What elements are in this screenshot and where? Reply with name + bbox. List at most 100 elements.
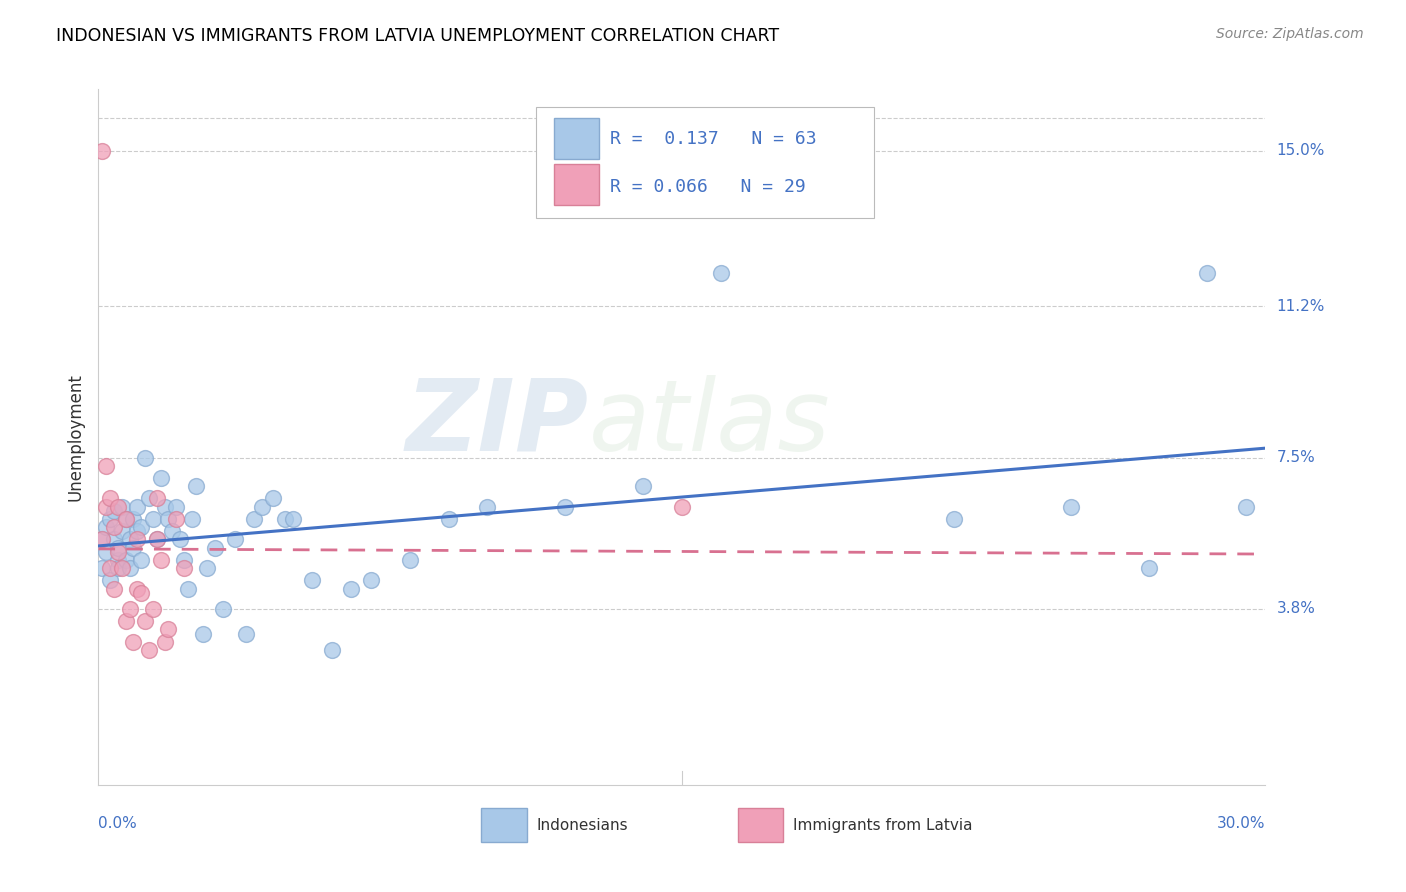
Point	[138, 491, 160, 506]
Point	[127, 582, 149, 596]
Point	[477, 500, 499, 514]
Point	[142, 512, 165, 526]
Point	[107, 500, 129, 514]
FancyBboxPatch shape	[738, 808, 783, 842]
Point	[710, 266, 733, 280]
Text: R =  0.137   N = 63: R = 0.137 N = 63	[610, 130, 815, 148]
Point	[114, 512, 136, 526]
Point	[129, 553, 152, 567]
Point	[180, 512, 202, 526]
Point	[134, 450, 156, 465]
Point	[98, 491, 121, 506]
Point	[114, 512, 136, 526]
Text: atlas: atlas	[589, 375, 830, 472]
Point	[134, 614, 156, 628]
Point	[146, 533, 169, 547]
Text: 30.0%: 30.0%	[1218, 815, 1265, 830]
Point	[111, 561, 134, 575]
Point	[122, 512, 145, 526]
Point	[129, 585, 152, 599]
Point	[96, 544, 118, 558]
Point	[301, 574, 323, 588]
Point	[554, 500, 576, 514]
Text: 3.8%: 3.8%	[1277, 601, 1316, 616]
Point	[91, 561, 114, 575]
Point	[111, 524, 134, 539]
FancyBboxPatch shape	[536, 106, 875, 218]
Point	[235, 626, 257, 640]
Point	[107, 561, 129, 575]
Point	[103, 533, 125, 547]
Point	[107, 544, 129, 558]
Point	[1137, 561, 1160, 575]
Point	[98, 512, 121, 526]
Point	[398, 553, 420, 567]
FancyBboxPatch shape	[554, 118, 599, 159]
Point	[321, 643, 343, 657]
Point	[127, 524, 149, 539]
Point	[169, 533, 191, 547]
Point	[184, 479, 207, 493]
Point	[98, 574, 121, 588]
Point	[96, 520, 118, 534]
Point	[118, 533, 141, 547]
Point	[177, 582, 200, 596]
Point	[149, 553, 172, 567]
Point	[149, 471, 172, 485]
Text: 0.0%: 0.0%	[98, 815, 138, 830]
Point	[243, 512, 266, 526]
Text: Immigrants from Latvia: Immigrants from Latvia	[793, 818, 973, 833]
Point	[340, 582, 363, 596]
Point	[173, 553, 195, 567]
Y-axis label: Unemployment: Unemployment	[66, 373, 84, 501]
Point	[91, 533, 114, 547]
Text: R = 0.066   N = 29: R = 0.066 N = 29	[610, 178, 806, 195]
Point	[274, 512, 297, 526]
Point	[250, 500, 273, 514]
Text: Indonesians: Indonesians	[536, 818, 627, 833]
Point	[671, 500, 693, 514]
Point	[195, 561, 218, 575]
Point	[262, 491, 284, 506]
Point	[129, 520, 152, 534]
Point	[204, 541, 226, 555]
Point	[281, 512, 304, 526]
Point	[1195, 266, 1218, 280]
Point	[122, 634, 145, 648]
FancyBboxPatch shape	[554, 164, 599, 205]
Point	[103, 520, 125, 534]
Text: 7.5%: 7.5%	[1277, 450, 1315, 465]
Point	[1234, 500, 1257, 514]
Text: 15.0%: 15.0%	[1277, 143, 1324, 158]
Point	[153, 500, 176, 514]
Point	[224, 533, 246, 547]
Point	[91, 144, 114, 158]
Point	[107, 541, 129, 555]
Text: Source: ZipAtlas.com: Source: ZipAtlas.com	[1216, 27, 1364, 41]
Point	[153, 634, 176, 648]
Point	[1060, 500, 1083, 514]
Point	[360, 574, 382, 588]
Point	[118, 561, 141, 575]
Point	[437, 512, 460, 526]
Text: 11.2%: 11.2%	[1277, 299, 1324, 314]
Point	[146, 491, 169, 506]
Point	[157, 623, 180, 637]
Point	[118, 602, 141, 616]
Point	[142, 602, 165, 616]
Point	[111, 500, 134, 514]
Point	[138, 643, 160, 657]
Point	[91, 533, 114, 547]
Point	[114, 614, 136, 628]
Point	[165, 512, 187, 526]
Point	[103, 504, 125, 518]
Point	[631, 479, 654, 493]
Point	[122, 541, 145, 555]
Point	[127, 500, 149, 514]
FancyBboxPatch shape	[481, 808, 527, 842]
Point	[107, 553, 129, 567]
Text: INDONESIAN VS IMMIGRANTS FROM LATVIA UNEMPLOYMENT CORRELATION CHART: INDONESIAN VS IMMIGRANTS FROM LATVIA UNE…	[56, 27, 779, 45]
Point	[193, 626, 215, 640]
Point	[157, 512, 180, 526]
Point	[162, 524, 184, 539]
